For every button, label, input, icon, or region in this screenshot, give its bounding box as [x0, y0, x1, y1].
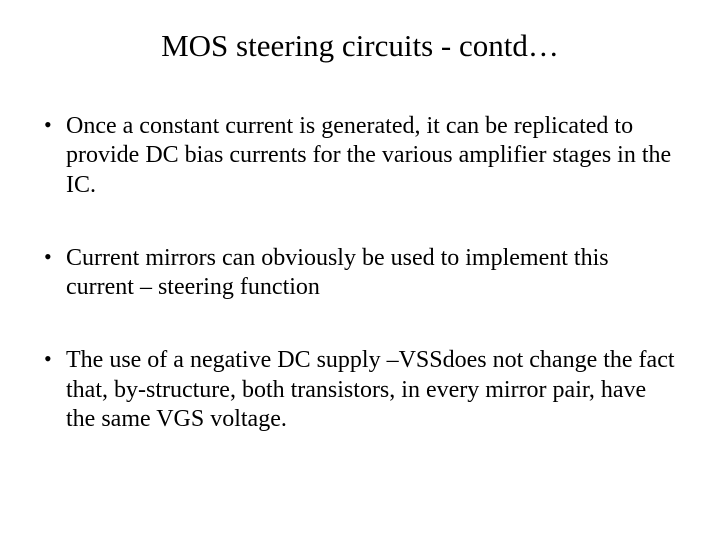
bullet-item: Once a constant current is generated, it… — [40, 112, 680, 200]
bullet-item: Current mirrors can obviously be used to… — [40, 244, 680, 303]
slide-title: MOS steering circuits - contd… — [40, 28, 680, 64]
bullet-item: The use of a negative DC supply –VSSdoes… — [40, 346, 680, 434]
bullet-list: Once a constant current is generated, it… — [40, 112, 680, 434]
